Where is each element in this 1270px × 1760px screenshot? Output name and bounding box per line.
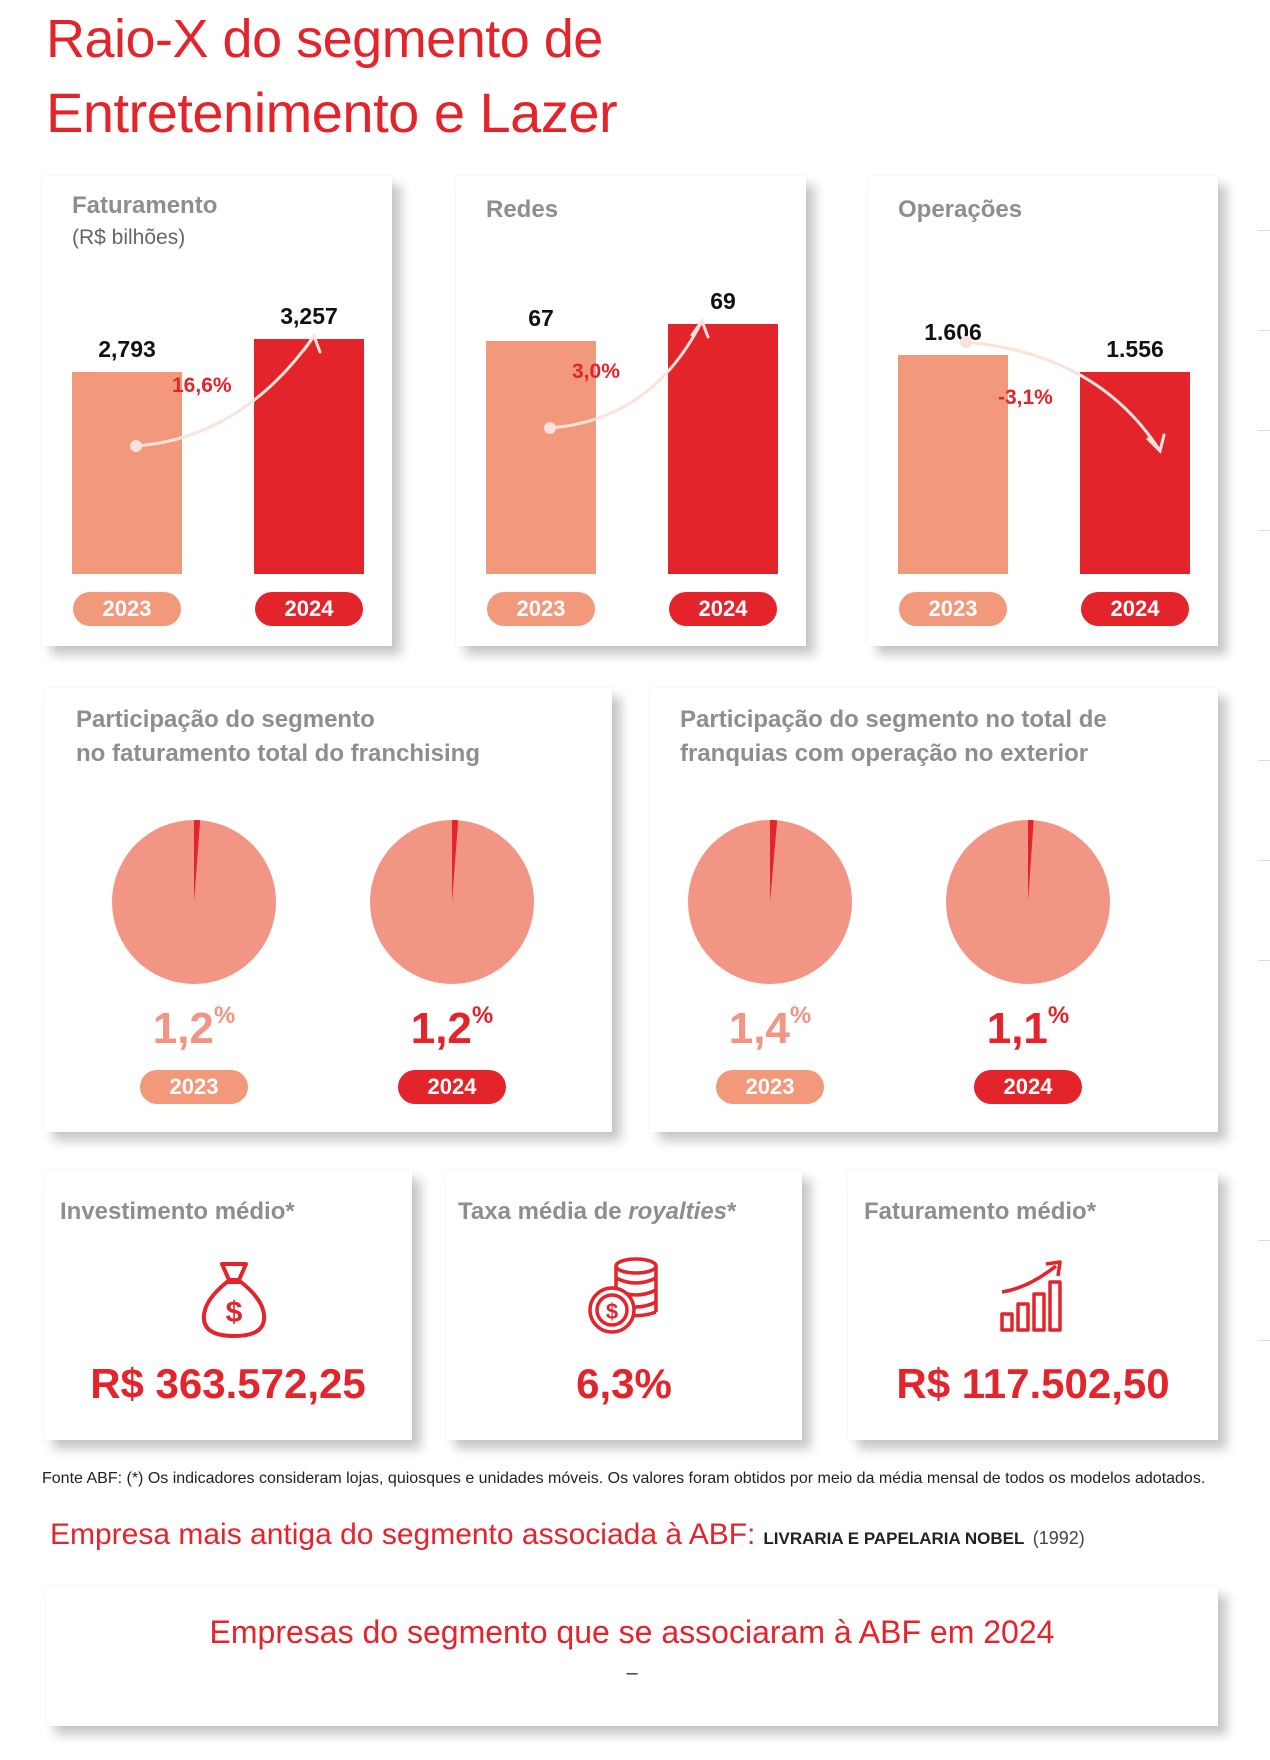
bar-2024 xyxy=(1080,372,1190,574)
edge-tick xyxy=(1258,330,1270,331)
trend-arrow xyxy=(960,336,1166,454)
trend-arrowhead xyxy=(1146,433,1166,454)
bar-value-label: 3,257 xyxy=(280,303,338,329)
year-pill: 2024 xyxy=(669,592,777,626)
participacao-faturamento-card: Participação do segmento no faturamento … xyxy=(44,688,612,1132)
faturamento-medio-card: Faturamento médio* R$ 117.502,50 xyxy=(848,1170,1218,1440)
bar-2024 xyxy=(254,339,364,574)
card-title: Operações xyxy=(898,196,1023,223)
oldest-company: Empresa mais antiga do segmento associad… xyxy=(50,1518,1085,1552)
associated-companies-card: Empresas do segmento que se associaram à… xyxy=(46,1586,1218,1726)
bar-value-label: 69 xyxy=(710,288,736,314)
pie-2023 xyxy=(688,820,852,984)
kpi-title: Faturamento médio* xyxy=(864,1198,1097,1225)
faturamento-card: Faturamento (R$ bilhões) 2,793 2023 3,257 2… xyxy=(42,176,392,646)
edge-tick xyxy=(1258,860,1270,861)
trend-arrowhead xyxy=(302,332,322,354)
footnote: Fonte ABF: (*) Os indicadores consideram… xyxy=(42,1470,1206,1487)
growth-chart-icon xyxy=(1000,1260,1062,1332)
year-pill: 2024 xyxy=(974,1070,1082,1104)
card-title-line1: Participação do segmento xyxy=(76,706,375,733)
card-title: Redes xyxy=(486,196,559,223)
year-pill: 2023 xyxy=(899,592,1007,626)
year-pill: 2023 xyxy=(140,1070,248,1104)
svg-text:$: $ xyxy=(226,1296,243,1329)
money-bag-icon: $ xyxy=(201,1262,267,1338)
edge-tick xyxy=(1258,760,1270,761)
trend-line xyxy=(549,320,704,430)
bar-value-label: 2,793 xyxy=(98,336,156,362)
pie-slice xyxy=(194,820,201,902)
royalties-card: Taxa média de royalties* $ 6,3% xyxy=(446,1170,802,1440)
pie-percent-label: 1,4% xyxy=(728,1002,812,1053)
participacao-exterior-card: Participação do segmento no total de fra… xyxy=(650,688,1218,1132)
card-title: Faturamento xyxy=(72,192,218,219)
kpi-value: R$ 117.502,50 xyxy=(896,1360,1170,1407)
associated-value: – xyxy=(626,1662,638,1684)
card-subtitle: (R$ bilhões) xyxy=(72,226,186,249)
pie-2023 xyxy=(112,820,276,984)
trend-line xyxy=(965,340,1162,452)
card-title-line2: franquias com operação no exterior xyxy=(680,740,1089,767)
change-percent: 16,6% xyxy=(172,374,232,397)
kpi-title: Taxa média de royalties* xyxy=(458,1198,737,1225)
edge-tick xyxy=(1258,1340,1270,1341)
year-pill: 2023 xyxy=(487,592,595,626)
change-percent: -3,1% xyxy=(998,386,1053,409)
oldest-company-name: LIVRARIA E PAPELARIA NOBEL xyxy=(763,1529,1025,1548)
edge-tick xyxy=(1258,530,1270,531)
bar-2023 xyxy=(898,355,1008,574)
investimento-card: Investimento médio* $ R$ 363.572,25 xyxy=(44,1170,412,1440)
card-title-line2: no faturamento total do franchising xyxy=(76,740,481,767)
trend-start-dot xyxy=(544,422,556,434)
coins-icon: $ xyxy=(588,1257,658,1334)
bar-value-label: 1.606 xyxy=(924,319,982,345)
kpi-value: 6,3% xyxy=(576,1360,672,1407)
edge-tick xyxy=(1258,960,1270,961)
bar-2023 xyxy=(486,341,596,574)
pie-percent-label: 1,1% xyxy=(986,1002,1070,1053)
change-percent: 3,0% xyxy=(572,360,620,383)
pie-slice xyxy=(770,820,778,902)
page-title-line1: Raio-X do segmento de xyxy=(46,9,603,69)
trend-start-dot xyxy=(130,440,142,452)
trend-start-dot xyxy=(960,336,972,348)
trend-arrow xyxy=(544,317,710,434)
oldest-company-year: (1992) xyxy=(1032,1528,1085,1548)
oldest-company-label: Empresa mais antiga do segmento associad… xyxy=(50,1518,756,1551)
operacoes-card: Operações 1.606 2023 1.556 2024 -3,1% xyxy=(868,176,1218,646)
kpi-title: Investimento médio* xyxy=(60,1198,295,1225)
trend-arrowhead xyxy=(690,317,710,339)
edge-tick xyxy=(1258,430,1270,431)
year-pill: 2024 xyxy=(255,592,363,626)
pie-slice xyxy=(1028,820,1034,902)
page-title-line2: Entretenimento e Lazer xyxy=(46,81,618,144)
pie-percent-label: 1,2% xyxy=(152,1002,236,1053)
pie-percent-label: 1,2% xyxy=(410,1002,494,1053)
edge-tick xyxy=(1258,230,1270,231)
bar-2024 xyxy=(668,324,778,574)
bar-value-label: 1.556 xyxy=(1106,336,1164,362)
year-pill: 2024 xyxy=(1081,592,1189,626)
year-pill: 2024 xyxy=(398,1070,506,1104)
trend-line xyxy=(135,335,316,448)
pie-2024 xyxy=(946,820,1110,984)
redes-card: Redes 67 2023 69 2024 3,0% xyxy=(456,176,806,646)
bar-value-label: 67 xyxy=(528,305,554,331)
bar-2023 xyxy=(72,372,182,574)
svg-text:$: $ xyxy=(606,1299,618,1324)
year-pill: 2023 xyxy=(73,592,181,626)
year-pill: 2023 xyxy=(716,1070,824,1104)
edge-tick xyxy=(1258,1240,1270,1241)
trend-arrow xyxy=(130,332,322,452)
pie-slice xyxy=(452,820,459,902)
card-title-line1: Participação do segmento no total de xyxy=(680,706,1107,733)
kpi-value: R$ 363.572,25 xyxy=(90,1360,366,1407)
pie-2024 xyxy=(370,820,534,984)
associated-title: Empresas do segmento que se associaram à… xyxy=(209,1614,1055,1650)
